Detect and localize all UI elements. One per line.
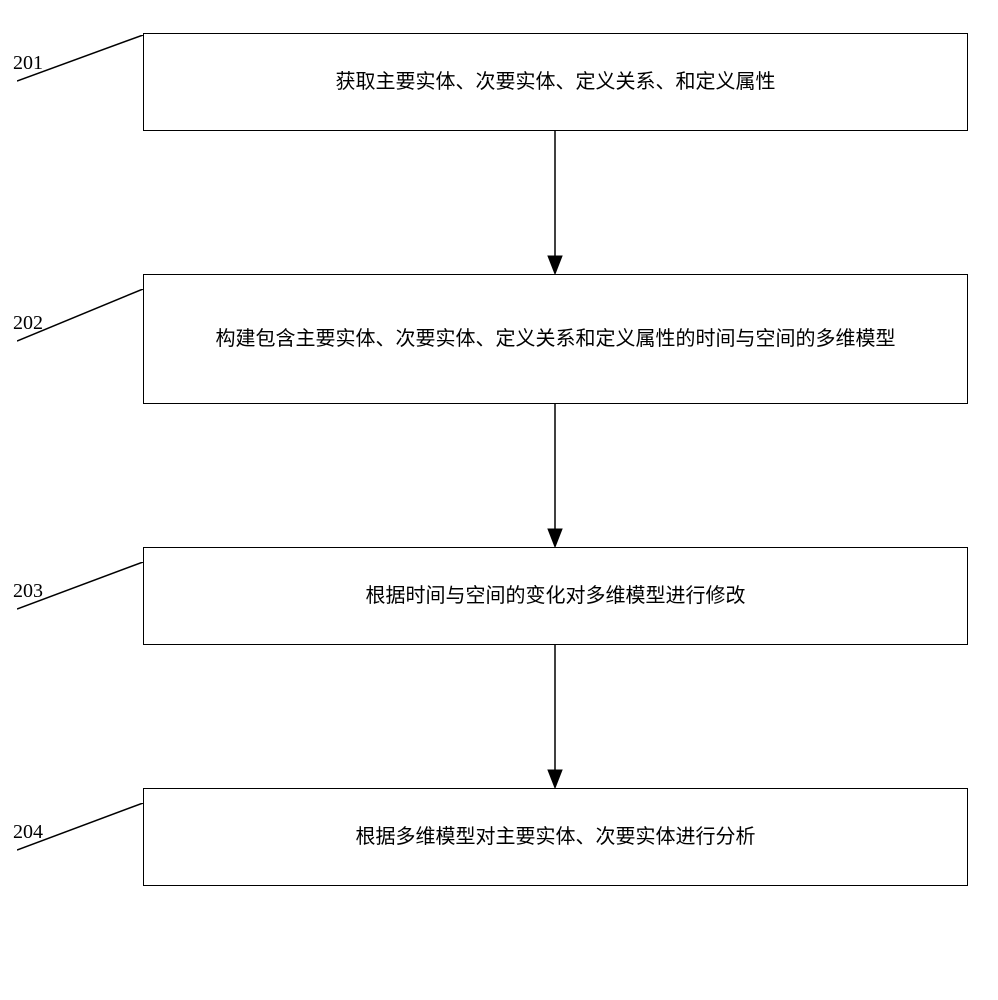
- step-text-204: 根据多维模型对主要实体、次要实体进行分析: [356, 818, 756, 856]
- arrow-201-202: [545, 131, 567, 275]
- arrow-203-204: [545, 645, 567, 789]
- step-box-203: 根据时间与空间的变化对多维模型进行修改: [143, 547, 968, 645]
- step-text-202: 构建包含主要实体、次要实体、定义关系和定义属性的时间与空间的多维模型: [216, 320, 896, 358]
- step-text-201: 获取主要实体、次要实体、定义关系、和定义属性: [336, 63, 776, 101]
- leader-line-202: [17, 289, 145, 344]
- step-text-203: 根据时间与空间的变化对多维模型进行修改: [366, 577, 746, 615]
- arrow-202-203: [545, 404, 567, 548]
- step-box-202: 构建包含主要实体、次要实体、定义关系和定义属性的时间与空间的多维模型: [143, 274, 968, 404]
- leader-line-204: [17, 803, 145, 853]
- leader-line-203: [17, 562, 145, 612]
- step-box-201: 获取主要实体、次要实体、定义关系、和定义属性: [143, 33, 968, 131]
- step-box-204: 根据多维模型对主要实体、次要实体进行分析: [143, 788, 968, 886]
- leader-line-201: [17, 35, 145, 83]
